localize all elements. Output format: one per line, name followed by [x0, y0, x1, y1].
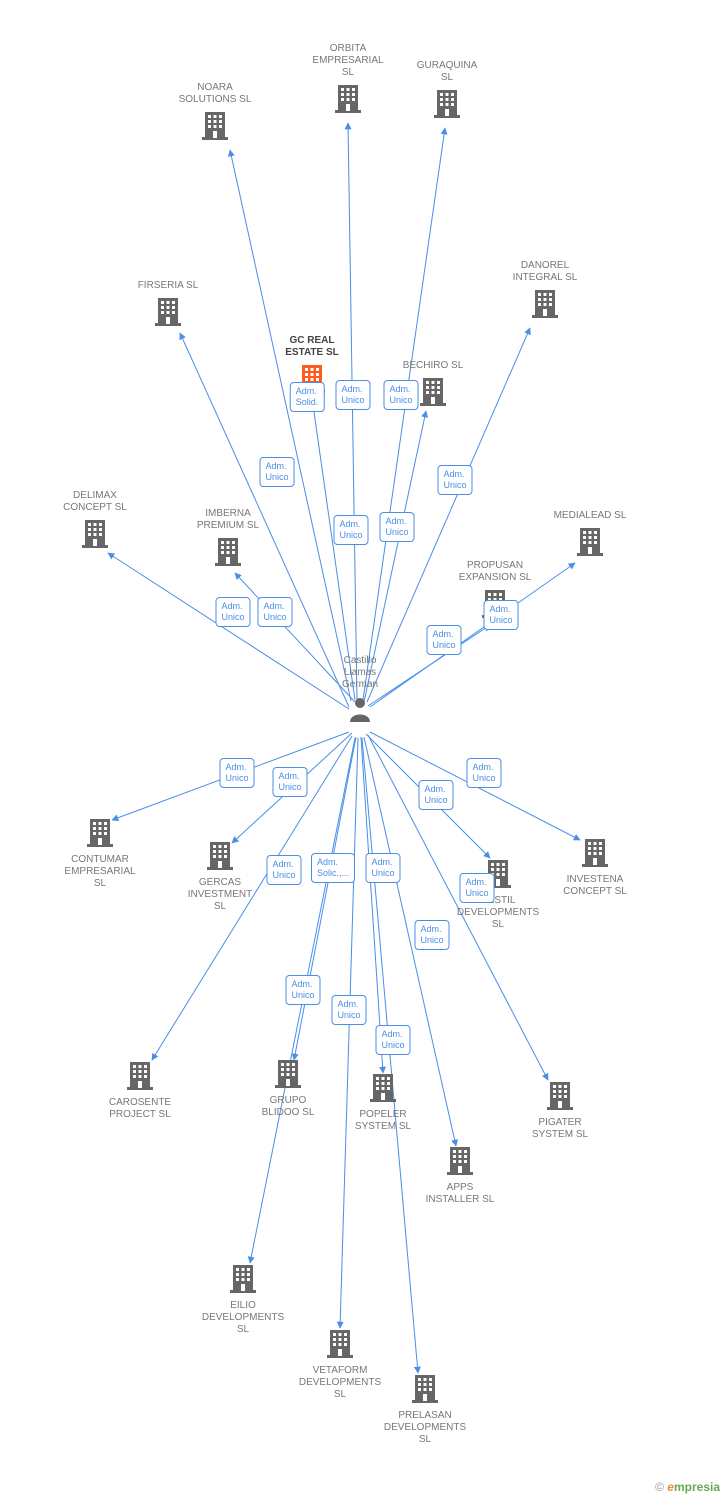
- building-icon: [577, 526, 603, 559]
- building-icon: [412, 1373, 438, 1406]
- company-label: INVESTENA CONCEPT SL: [550, 874, 640, 898]
- building-icon: [275, 1058, 301, 1091]
- building-icon: [215, 536, 241, 569]
- company-label: PRELASAN DEVELOPMENTS SL: [380, 1410, 470, 1446]
- company-label: VETAFORM DEVELOPMENTS SL: [295, 1365, 385, 1401]
- edge-line: [363, 128, 445, 700]
- company-label: POPELER SYSTEM SL: [338, 1109, 428, 1133]
- building-icon: [370, 1072, 396, 1105]
- watermark: © empresia: [655, 1480, 720, 1494]
- company-label: CONTUMAR EMPRESARIAL SL: [55, 854, 145, 890]
- relation-label: Adm. Unico: [383, 380, 418, 410]
- company-node: VETAFORM DEVELOPMENTS SL: [295, 1328, 385, 1405]
- person-icon: [349, 696, 371, 725]
- building-icon: [447, 1145, 473, 1178]
- company-label: DELIMAX CONCEPT SL: [50, 490, 140, 514]
- company-label: APPS INSTALLER SL: [415, 1182, 505, 1206]
- relation-label: Adm. Unico: [459, 873, 494, 903]
- company-label: MEDIALEAD SL: [545, 510, 635, 522]
- company-label: CAROSENTE PROJECT SL: [95, 1097, 185, 1121]
- relation-label: Adm. Unico: [375, 1025, 410, 1055]
- building-icon: [327, 1328, 353, 1361]
- relation-label: Adm. Unico: [215, 597, 250, 627]
- edges-layer: [0, 0, 728, 1500]
- company-node: GERCAS INVESTMENT SL: [175, 840, 265, 917]
- building-icon: [532, 288, 558, 321]
- company-node: PIGATER SYSTEM SL: [515, 1080, 605, 1145]
- company-node: INVESTENA CONCEPT SL: [550, 837, 640, 902]
- edge-line: [108, 553, 349, 709]
- company-label: BECHIRO SL: [388, 360, 478, 372]
- company-node: IMBERNA PREMIUM SL: [183, 508, 273, 569]
- relation-label: Adm. Unico: [219, 758, 254, 788]
- company-label: PROPUSAN EXPANSION SL: [450, 560, 540, 584]
- building-icon: [87, 817, 113, 850]
- company-node: FIRSERIA SL: [123, 280, 213, 329]
- building-icon: [230, 1263, 256, 1296]
- brand-rest: mpresia: [674, 1480, 720, 1494]
- company-label: GURAQUINA SL: [402, 60, 492, 84]
- diagram-stage: Castillo Llamas German NOARA SOLUTIONS S…: [0, 0, 728, 1500]
- building-icon: [202, 110, 228, 143]
- building-icon: [582, 837, 608, 870]
- company-node: CONTUMAR EMPRESARIAL SL: [55, 817, 145, 894]
- company-node: GRUPO BLIDOO SL: [243, 1058, 333, 1123]
- relation-label: Adm. Unico: [426, 625, 461, 655]
- relation-label: Adm. Unico: [331, 995, 366, 1025]
- relation-label: Adm. Unico: [272, 767, 307, 797]
- relation-label: Adm. Unico: [266, 855, 301, 885]
- company-label: EILIO DEVELOPMENTS SL: [198, 1300, 288, 1336]
- building-icon: [207, 840, 233, 873]
- relation-label: Adm. Unico: [333, 515, 368, 545]
- center-node: Castillo Llamas German: [320, 655, 400, 693]
- company-node: CAROSENTE PROJECT SL: [95, 1060, 185, 1125]
- company-label: IMBERNA PREMIUM SL: [183, 508, 273, 532]
- edge-line: [362, 738, 418, 1373]
- company-node: MEDIALEAD SL: [545, 510, 635, 559]
- company-label: DANOREL INTEGRAL SL: [500, 260, 590, 284]
- relation-label: Adm. Unico: [285, 975, 320, 1005]
- company-label: GERCAS INVESTMENT SL: [175, 877, 265, 913]
- relation-label: Adm. Unico: [418, 780, 453, 810]
- company-label: PIGATER SYSTEM SL: [515, 1117, 605, 1141]
- building-icon: [335, 83, 361, 116]
- building-icon: [82, 518, 108, 551]
- company-label: NOARA SOLUTIONS SL: [170, 82, 260, 106]
- building-icon: [547, 1080, 573, 1113]
- copyright-symbol: ©: [655, 1480, 664, 1494]
- building-icon: [420, 376, 446, 409]
- building-icon: [155, 296, 181, 329]
- relation-label: Adm. Unico: [257, 597, 292, 627]
- relation-label: Adm. Unico: [379, 512, 414, 542]
- company-node: PRELASAN DEVELOPMENTS SL: [380, 1373, 470, 1450]
- brand-e: e: [667, 1480, 674, 1494]
- relation-label: Adm. Unico: [414, 920, 449, 950]
- relation-label: Adm. Unico: [483, 600, 518, 630]
- building-icon: [127, 1060, 153, 1093]
- company-node: NOARA SOLUTIONS SL: [170, 82, 260, 143]
- company-label: FIRSERIA SL: [123, 280, 213, 292]
- company-node: GURAQUINA SL: [402, 60, 492, 121]
- edge-line: [348, 123, 357, 700]
- relation-label: Adm. Unico: [335, 380, 370, 410]
- company-node: APPS INSTALLER SL: [415, 1145, 505, 1210]
- relation-label: Adm. Solic.,...: [311, 853, 355, 883]
- center-label: Castillo Llamas German: [320, 655, 400, 691]
- company-label: GC REAL ESTATE SL: [267, 335, 357, 359]
- relation-label: Adm. Unico: [365, 853, 400, 883]
- company-node: EILIO DEVELOPMENTS SL: [198, 1263, 288, 1340]
- company-node: DELIMAX CONCEPT SL: [50, 490, 140, 551]
- company-label: GRUPO BLIDOO SL: [243, 1095, 333, 1119]
- company-node: ORBITA EMPRESARIAL SL: [303, 43, 393, 116]
- company-node: POPELER SYSTEM SL: [338, 1072, 428, 1137]
- relation-label: Adm. Unico: [259, 457, 294, 487]
- relation-label: Adm. Solid.: [290, 382, 325, 412]
- relation-label: Adm. Unico: [466, 758, 501, 788]
- relation-label: Adm. Unico: [437, 465, 472, 495]
- company-node: DANOREL INTEGRAL SL: [500, 260, 590, 321]
- building-icon: [434, 88, 460, 121]
- edge-line: [340, 738, 358, 1328]
- company-label: ORBITA EMPRESARIAL SL: [303, 43, 393, 79]
